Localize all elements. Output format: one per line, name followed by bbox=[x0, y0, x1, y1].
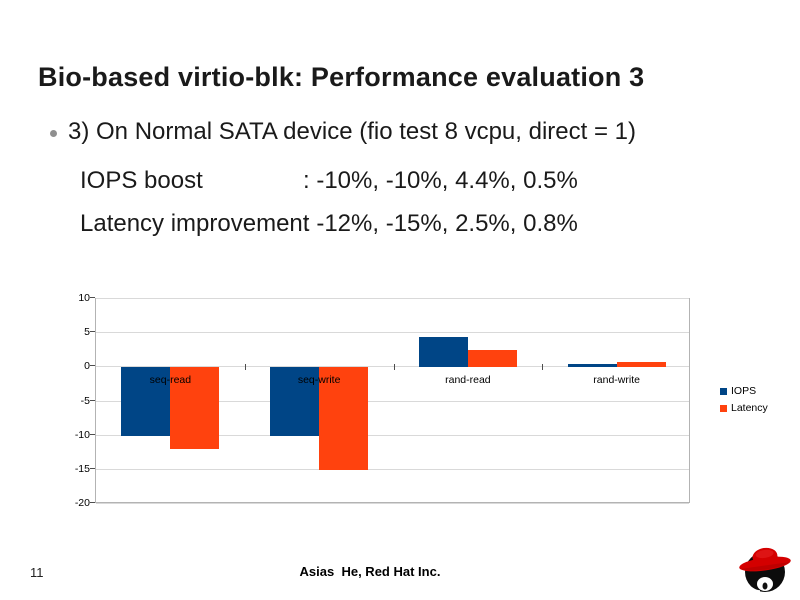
bar-latency-rand-write bbox=[616, 361, 666, 368]
iops-boost-label: IOPS boost bbox=[80, 167, 203, 194]
performance-bar-chart: seq-read seq-write rand-read rand-write bbox=[95, 298, 690, 504]
latency-improvement-line: Latency improvement : -12%, -15%, 2.5%, … bbox=[80, 210, 578, 238]
legend-item-latency: Latency bbox=[720, 402, 768, 414]
legend-swatch-latency bbox=[720, 404, 727, 412]
legend-label-iops: IOPS bbox=[731, 385, 757, 397]
y-axis-tick--5 bbox=[90, 399, 95, 401]
bar-iops-seq-write bbox=[270, 367, 320, 436]
gridline--10 bbox=[96, 434, 689, 436]
y-axis-label--5: -5 bbox=[80, 394, 90, 407]
iops-boost-values: : -10%, -10%, 4.4%, 0.5% bbox=[303, 167, 578, 194]
bar-latency-seq-read bbox=[170, 367, 220, 450]
bar-iops-seq-read bbox=[121, 367, 171, 436]
y-axis-label--15: -15 bbox=[74, 462, 90, 475]
footer-credit: Asias He, Red Hat Inc. bbox=[299, 564, 441, 579]
legend-label-latency: Latency bbox=[731, 402, 768, 414]
legend-item-iops: IOPS bbox=[720, 385, 768, 397]
y-axis-tick-5 bbox=[90, 331, 95, 333]
iops-boost-line: IOPS boost : -10%, -10%, 4.4%, 0.5% bbox=[80, 167, 578, 195]
slide-number: 11 bbox=[30, 565, 44, 580]
y-axis-label-5: 5 bbox=[84, 326, 90, 339]
category-label-rand-read: rand-read bbox=[445, 374, 491, 387]
redhat-shadowman-icon bbox=[739, 547, 791, 592]
gridline-10 bbox=[96, 298, 689, 299]
bar-latency-rand-read bbox=[467, 350, 517, 368]
y-axis-label--20: -20 bbox=[74, 497, 90, 509]
y-axis-tick-10 bbox=[90, 297, 95, 298]
category-label-rand-write: rand-write bbox=[593, 374, 640, 387]
y-axis-tick-0 bbox=[90, 365, 95, 367]
gridline--5 bbox=[96, 400, 689, 402]
y-axis-tick--15 bbox=[90, 467, 95, 469]
category-boundary-tick bbox=[244, 364, 246, 371]
bar-iops-rand-write bbox=[567, 363, 617, 368]
y-axis-label--10: -10 bbox=[74, 428, 90, 441]
legend-swatch-iops bbox=[720, 387, 727, 395]
chart-legend: IOPS Latency bbox=[720, 385, 768, 419]
bullet-line: 3) On Normal SATA device (fio test 8 vcp… bbox=[50, 118, 636, 146]
y-axis-label-0: 0 bbox=[84, 360, 90, 373]
gridline--20 bbox=[96, 503, 689, 504]
bar-iops-rand-read bbox=[418, 337, 468, 368]
latency-improvement-values: : -12%, -15%, 2.5%, 0.8% bbox=[303, 210, 578, 237]
y-axis-label-10: 10 bbox=[78, 292, 90, 304]
category-label-seq-read: seq-read bbox=[149, 374, 192, 387]
category-boundary-tick bbox=[393, 364, 395, 371]
slide-title: Bio-based virtio-blk: Performance evalua… bbox=[38, 62, 645, 93]
latency-improvement-label: Latency improvement bbox=[80, 210, 310, 237]
bullet-icon bbox=[50, 130, 57, 137]
bullet-text: 3) On Normal SATA device (fio test 8 vcp… bbox=[68, 118, 636, 145]
y-axis-labels: 10 5 0 -5 -10 -15 -20 bbox=[48, 292, 90, 509]
category-label-seq-write: seq-write bbox=[297, 374, 341, 387]
bar-latency-seq-write bbox=[319, 367, 369, 470]
gridline--15 bbox=[96, 468, 689, 470]
y-axis-tick--10 bbox=[90, 433, 95, 435]
gridline-0 bbox=[96, 366, 689, 368]
category-boundary-tick bbox=[542, 364, 544, 371]
y-axis-tick--20 bbox=[90, 502, 95, 503]
y-axis-ticks bbox=[90, 297, 95, 503]
gridline-5 bbox=[96, 332, 689, 334]
